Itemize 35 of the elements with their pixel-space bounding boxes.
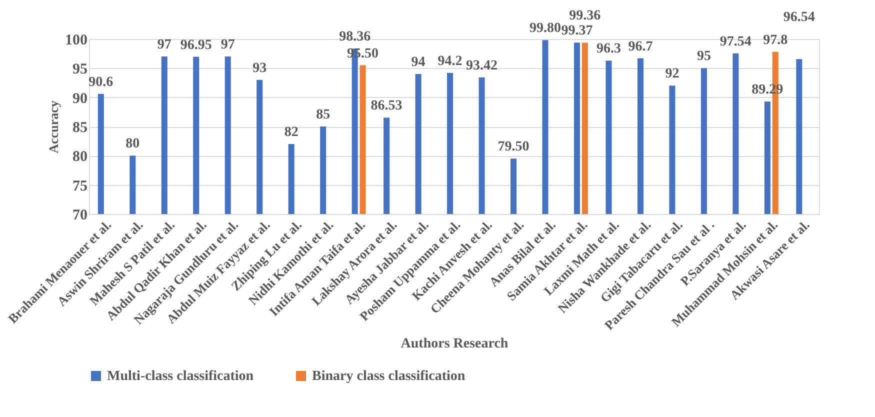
data-label: 97 (157, 38, 172, 52)
y-tick-label: 95 (72, 62, 88, 78)
data-label: 82 (284, 125, 298, 140)
legend-label: Binary class classification (312, 369, 466, 384)
y-axis-title: Accuracy (46, 100, 61, 154)
data-label: 99.80 (530, 21, 561, 36)
y-tick-label: 85 (72, 120, 88, 136)
data-label: 96.95 (180, 38, 212, 53)
data-label: 80 (126, 136, 140, 152)
data-label: 97.54 (720, 34, 752, 50)
y-tick-label: 70 (72, 208, 88, 224)
data-label: 85 (316, 108, 330, 122)
data-label: 86.53 (370, 98, 402, 114)
y-tick-label: 75 (72, 178, 88, 194)
data-label: 94 (411, 55, 426, 70)
data-label: 95 (696, 49, 711, 64)
data-label: 90.6 (88, 74, 114, 90)
data-label: 96.54 (783, 10, 815, 26)
x-axis-title: Authors Research (400, 336, 508, 352)
data-label: 96.3 (596, 42, 621, 57)
data-label: 97 (220, 38, 235, 52)
y-tick-label: 100 (65, 32, 88, 48)
data-label: 93 (252, 60, 267, 76)
legend-label: Multi-class classification (107, 369, 254, 384)
data-label: 99.37 (561, 24, 593, 39)
data-label: 79.50 (498, 140, 530, 155)
data-label: 96.7 (628, 39, 653, 54)
y-tick-label: 90 (72, 90, 88, 107)
data-label: 92 (665, 66, 680, 82)
data-label: 93.42 (466, 58, 498, 74)
data-label: 98.36 (339, 30, 371, 45)
data-label: 99.36 (569, 8, 601, 24)
y-tick-label: 80 (72, 149, 88, 166)
data-label: 97.8 (763, 32, 788, 48)
data-label: 94.2 (438, 54, 462, 69)
